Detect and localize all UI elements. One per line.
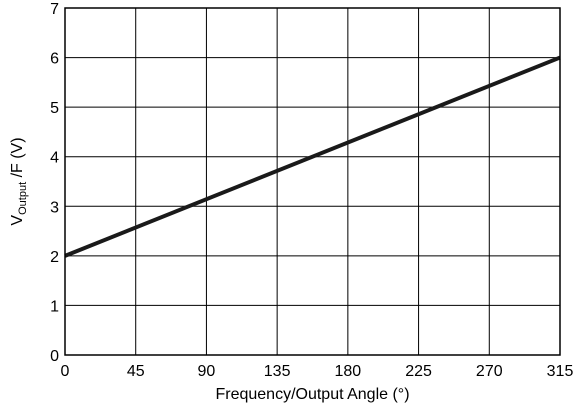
x-tick-label: 0 [61,363,70,380]
y-tick-label: 2 [50,249,59,266]
y-axis-label: VOutput /F (V) [9,137,29,225]
x-axis-label: Frequency/Output Angle (°) [215,386,409,403]
y-tick-label: 6 [50,51,59,68]
x-tick-label: 270 [476,363,503,380]
y-tick-label: 0 [50,348,59,365]
grid [64,7,561,356]
y-tick-label: 5 [50,100,59,117]
y-axis-label-main: V [9,215,26,226]
y-axis-label-sub: Output [17,182,29,215]
y-tick-labels: 0 1 2 3 4 5 6 7 [50,1,59,365]
series-line [64,55,561,258]
y-tick-label: 1 [50,298,59,315]
y-axis-label-rest: /F (V) [9,137,26,181]
x-tick-label: 90 [198,363,216,380]
y-tick-label: 7 [50,1,59,18]
x-tick-label: 45 [127,363,145,380]
plot-frame [64,7,561,356]
x-tick-label: 180 [335,363,362,380]
x-tick-label: 315 [547,363,574,380]
y-tick-label: 3 [50,199,59,216]
y-tick-label: 4 [50,150,59,167]
x-tick-label: 135 [264,363,291,380]
x-tick-labels: 0 45 90 135 180 225 270 315 [61,363,574,380]
series-group [64,55,561,258]
x-tick-label: 225 [405,363,432,380]
